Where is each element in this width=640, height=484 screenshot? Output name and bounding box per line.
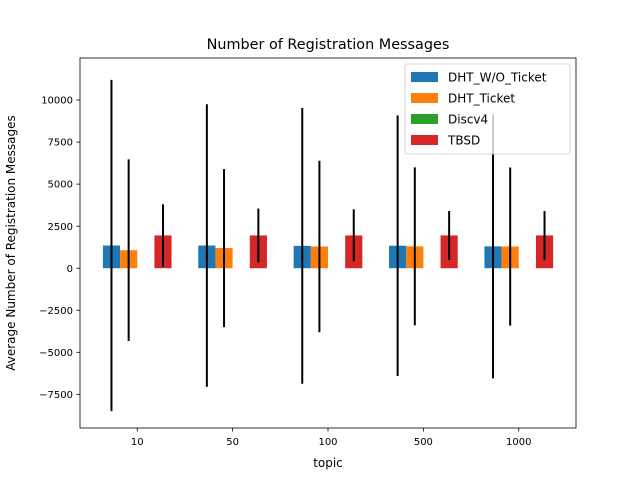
legend-swatch	[411, 72, 438, 82]
x-tick-label: 10	[131, 437, 144, 448]
y-tick-label: 0	[67, 264, 73, 275]
y-tick-label: −5000	[39, 348, 73, 359]
legend-swatch	[411, 135, 438, 145]
legend-swatch	[411, 114, 438, 124]
legend-label: DHT_W/O_Ticket	[448, 71, 547, 85]
legend-label: Discv4	[448, 113, 488, 127]
legend: DHT_W/O_Ticket DHT_Ticket Discv4 TBSD	[405, 64, 570, 154]
x-tick-label: 500	[414, 437, 433, 448]
legend-swatch	[411, 93, 438, 103]
y-tick-label: 10000	[41, 96, 73, 107]
x-tick-label: 100	[318, 437, 337, 448]
y-axis-label: Average Number of Registration Messages	[4, 115, 18, 371]
y-tick-label: 2500	[48, 222, 73, 233]
x-tick-label: 1000	[506, 437, 531, 448]
y-tick-label: 7500	[48, 138, 73, 149]
y-tick-label: −7500	[39, 390, 73, 401]
y-tick-label: 5000	[48, 180, 73, 191]
y-tick-label: −2500	[39, 306, 73, 317]
legend-label: DHT_Ticket	[448, 92, 515, 106]
chart-title: Number of Registration Messages	[207, 37, 450, 53]
x-tick-label: 50	[226, 437, 239, 448]
legend-label: TBSD	[447, 134, 480, 148]
x-axis-label: topic	[313, 456, 343, 470]
